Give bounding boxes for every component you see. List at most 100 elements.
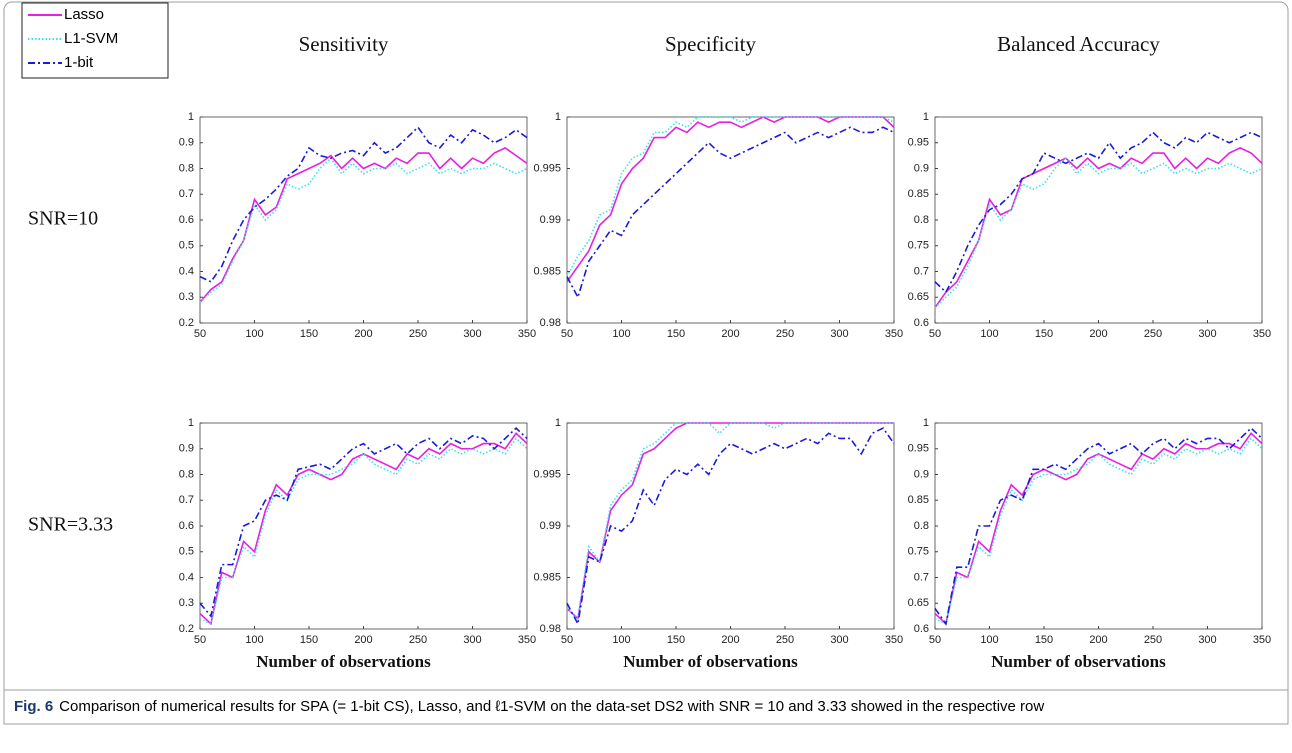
x-tick-label: 300 [1198,634,1216,646]
x-tick-label: 50 [929,634,941,646]
x-tick-label: 100 [245,328,263,340]
row-label: SNR=3.33 [28,514,113,536]
x-axis-label: Number of observations [256,652,431,671]
x-tick-label: 200 [354,634,372,646]
x-tick-label: 350 [885,634,903,646]
y-tick-label: 0.8 [914,214,929,226]
y-tick-label: 0.985 [533,571,561,583]
y-tick-label: 0.2 [179,623,194,635]
x-tick-label: 200 [721,328,739,340]
y-tick-label: 0.9 [179,137,194,149]
y-tick-label: 0.99 [540,520,561,532]
y-tick-label: 0.995 [533,162,561,174]
y-tick-label: 0.6 [914,623,929,635]
y-tick-label: 0.3 [179,291,194,303]
column-title: Specificity [665,32,756,56]
y-tick-label: 0.6 [914,317,929,329]
x-tick-label: 350 [518,634,536,646]
y-tick-label: 0.8 [914,520,929,532]
y-tick-label: 0.7 [914,265,929,277]
series-line [199,432,528,626]
x-tick-label: 100 [612,634,630,646]
series-line [566,427,895,627]
series-line [566,422,894,621]
y-tick-label: 0.9 [179,443,194,455]
plot-area [199,116,528,324]
series-line [566,126,895,300]
series-line [934,432,1263,626]
x-tick-label: 150 [1035,634,1053,646]
x-axis-label: Number of observations [991,652,1166,671]
caption: Fig. 6 Comparison of numerical results fo… [14,698,1044,715]
y-tick-label: 0.75 [908,546,929,558]
y-tick-label: 0.4 [179,571,194,583]
caption-label: Fig. 6 [14,698,53,715]
column-title: Sensitivity [299,32,389,56]
y-tick-label: 0.6 [179,520,194,532]
y-tick-label: 0.4 [179,265,194,277]
series-line [199,126,528,283]
x-tick-label: 50 [194,634,206,646]
y-tick-label: 0.98 [540,623,561,635]
x-tick-label: 250 [776,634,794,646]
x-tick-label: 300 [463,634,481,646]
y-tick-label: 0.995 [533,468,561,480]
y-tick-label: 0.5 [179,546,194,558]
y-tick-label: 0.75 [908,240,929,252]
y-tick-label: 0.3 [179,597,194,609]
x-tick-label: 50 [561,634,573,646]
x-tick-label: 100 [612,328,630,340]
y-tick-label: 0.65 [908,597,929,609]
column-title: Balanced Accuracy [997,32,1160,56]
series-line [934,147,1263,309]
series-line [199,427,528,618]
x-tick-label: 150 [667,328,685,340]
y-tick-label: 0.7 [179,188,194,200]
x-tick-label: 100 [980,328,998,340]
x-tick-label: 300 [1198,328,1216,340]
x-tick-label: 150 [667,634,685,646]
x-tick-label: 350 [1253,634,1271,646]
y-tick-label: 0.9 [914,468,929,480]
y-tick-label: 0.85 [908,494,929,506]
y-tick-label: 0.99 [540,214,561,226]
x-tick-label: 50 [929,328,941,340]
y-tick-label: 0.7 [914,571,929,583]
y-tick-label: 1 [188,111,194,123]
x-tick-label: 250 [409,634,427,646]
y-tick-label: 0.9 [914,162,929,174]
y-tick-label: 1 [923,111,929,123]
y-tick-label: 0.95 [908,137,929,149]
x-tick-label: 300 [830,328,848,340]
x-tick-label: 150 [300,634,318,646]
series-line [934,156,1263,309]
x-tick-label: 350 [885,328,903,340]
x-tick-label: 100 [245,634,263,646]
x-tick-label: 150 [1035,328,1053,340]
y-tick-label: 1 [923,417,929,429]
y-tick-label: 0.2 [179,317,194,329]
plot-area [566,116,895,324]
y-tick-label: 0.8 [179,468,194,480]
series-line [199,146,528,303]
y-tick-label: 0.5 [179,240,194,252]
plot-area [934,116,1263,324]
series-line [934,131,1263,294]
y-tick-label: 0.95 [908,443,929,455]
caption-text: Comparison of numerical results for SPA … [59,698,1044,715]
x-tick-label: 250 [1144,328,1162,340]
x-tick-label: 150 [300,328,318,340]
row-label: SNR=10 [28,208,98,230]
x-tick-label: 300 [830,634,848,646]
y-tick-label: 0.98 [540,317,561,329]
y-tick-label: 0.65 [908,291,929,303]
x-tick-label: 300 [463,328,481,340]
y-tick-label: 0.985 [533,265,561,277]
legend-label: L1-SVM [64,30,118,47]
legend: Lasso L1-SVM 1-bit [21,2,169,79]
x-tick-label: 200 [1089,328,1107,340]
x-tick-label: 250 [776,328,794,340]
x-tick-label: 100 [980,634,998,646]
x-tick-label: 50 [194,328,206,340]
